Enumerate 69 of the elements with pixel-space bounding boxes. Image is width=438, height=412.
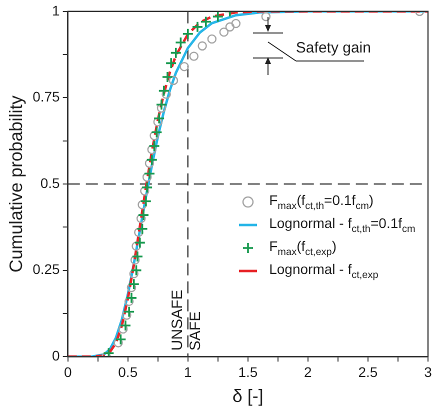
- point: [162, 90, 171, 99]
- point: [180, 62, 189, 72]
- point: [123, 306, 135, 318]
- point: [150, 126, 163, 138]
- point: [156, 103, 166, 113]
- annotation: UNSAFE: [169, 290, 186, 351]
- point: [102, 347, 115, 357]
- y-tick-label: 0: [52, 347, 60, 364]
- point: [212, 11, 224, 22]
- x-tick-label: 1: [184, 364, 192, 380]
- x-tick-label: 2.5: [358, 364, 378, 380]
- point: [207, 34, 217, 44]
- point: [114, 333, 127, 346]
- point: [165, 57, 177, 70]
- point: [225, 22, 235, 32]
- point: [192, 21, 204, 33]
- point: [130, 264, 142, 276]
- point: [129, 269, 139, 278]
- point: [162, 71, 174, 83]
- point: [150, 131, 159, 140]
- point: [134, 228, 144, 237]
- legend-label: Lognormal - f$_{ct,exp}$: [269, 261, 378, 282]
- point: [219, 27, 229, 37]
- legend-label: Lognormal - f$_{ct,th}$=0.1f$_{cm}$: [269, 215, 416, 236]
- point: [153, 117, 163, 127]
- point: [128, 278, 140, 290]
- point: [170, 46, 182, 59]
- x-axis-title: δ [-]: [232, 386, 264, 406]
- y-tick-label: 1: [52, 2, 60, 18]
- x-tick-label: 2: [304, 364, 312, 380]
- point: [126, 292, 138, 304]
- y-tick-label: 0.25: [32, 261, 60, 278]
- x-tick-label: 1.5: [238, 364, 258, 380]
- point: [148, 140, 160, 152]
- point: [138, 209, 150, 221]
- point: [134, 236, 146, 249]
- point: [122, 310, 132, 320]
- point: [200, 16, 212, 28]
- point: [140, 195, 152, 208]
- point: [114, 338, 123, 348]
- point: [141, 182, 153, 194]
- x-tick-label: 3: [424, 364, 432, 380]
- point: [182, 28, 194, 40]
- point: [156, 98, 168, 111]
- point: [261, 12, 271, 22]
- point: [136, 222, 148, 235]
- point: [198, 41, 207, 51]
- point: [158, 84, 170, 97]
- legend-label: F$_{max}$(f$_{ct,exp}$): [269, 238, 336, 258]
- point: [231, 18, 241, 28]
- point: [146, 154, 158, 166]
- point: [189, 52, 199, 61]
- y-axis-title: Cumulative probability: [6, 95, 26, 273]
- point: [153, 112, 165, 124]
- x-tick-label: 0.5: [118, 364, 138, 380]
- point: [132, 241, 141, 251]
- annotation: Safety gain: [296, 40, 371, 57]
- point: [144, 158, 154, 168]
- point: [120, 320, 132, 332]
- point: [144, 168, 156, 180]
- point: [174, 36, 187, 48]
- point: [168, 76, 178, 86]
- legend-label: F$_{max}$(f$_{ct,th}$=0.1f$_{cm}$): [269, 192, 374, 212]
- point: [132, 250, 144, 262]
- y-tick-label: 0.5: [40, 174, 60, 191]
- annotation: SAFE: [187, 311, 204, 351]
- y-tick-label: 0.75: [32, 88, 60, 105]
- point: [124, 296, 134, 306]
- x-tick-label: 0: [64, 364, 72, 380]
